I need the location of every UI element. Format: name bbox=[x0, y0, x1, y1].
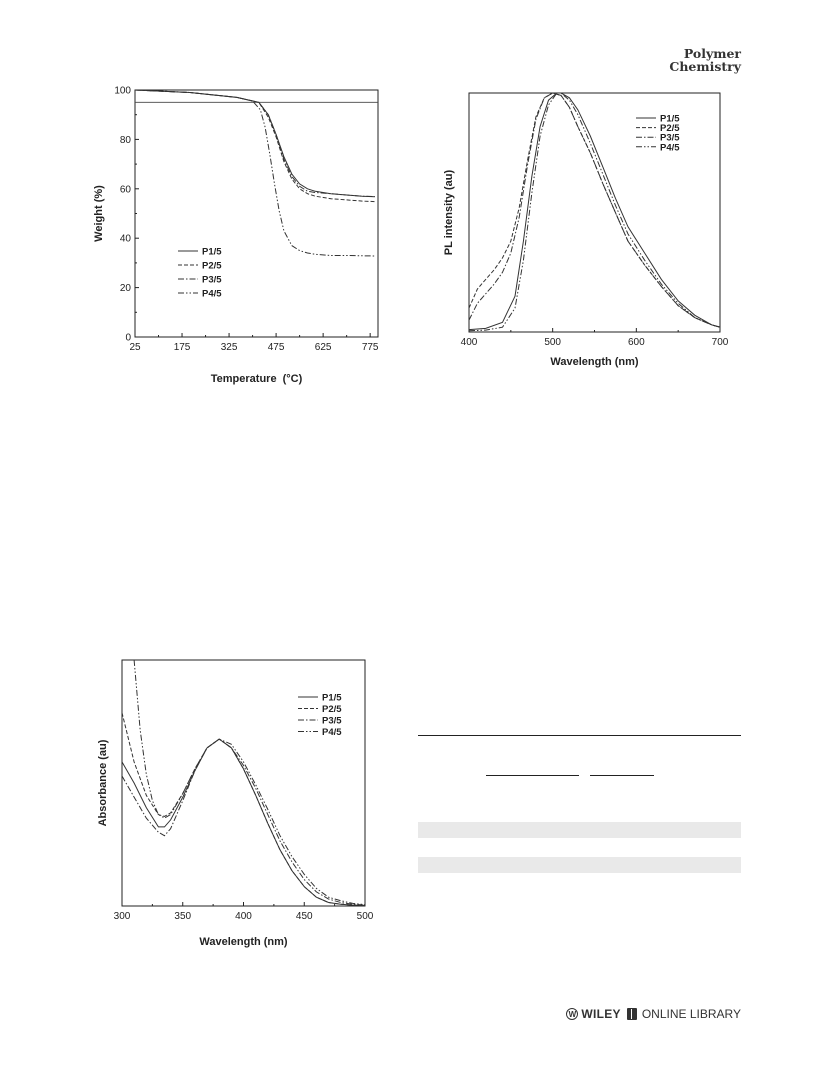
tga-x-tick-label: 175 bbox=[174, 342, 191, 353]
abs-series-line-1 bbox=[122, 738, 365, 906]
abs-x-tick-label: 300 bbox=[114, 911, 131, 922]
tga-y-tick-label: 20 bbox=[120, 283, 132, 294]
pl-x-tick-label: 600 bbox=[628, 337, 645, 348]
tga-legend-label: P4/5 bbox=[202, 289, 222, 300]
pl-series-line-2 bbox=[469, 93, 720, 328]
abs-legend-label: P1/5 bbox=[322, 693, 342, 704]
tga-series-line-4 bbox=[135, 90, 375, 257]
tga-y-axis-title: Weight (%) bbox=[93, 185, 105, 242]
table-fragment bbox=[418, 735, 741, 875]
abs-y-axis-title: Absorbance (au) bbox=[97, 739, 109, 826]
tga-y-tick-label: 80 bbox=[120, 135, 132, 146]
pl-series-line-4 bbox=[469, 93, 720, 332]
abs-legend-label: P4/5 bbox=[322, 727, 342, 738]
pl-legend-label: P4/5 bbox=[660, 142, 680, 153]
abs-series-line-2 bbox=[122, 712, 365, 906]
pl-plot-frame bbox=[468, 92, 721, 333]
pl-x-tick-label: 700 bbox=[712, 337, 729, 348]
tga-x-tick-label: 625 bbox=[315, 342, 332, 353]
pl-svg: 400 500 600 700 P1/5P2/5P3/5P4/5 Wavelength (… bbox=[443, 92, 729, 368]
pl-legend-label: P1/5 bbox=[660, 114, 680, 125]
tga-series-line-3 bbox=[135, 90, 375, 197]
abs-x-tick-label: 450 bbox=[296, 911, 313, 922]
pl-legend-label: P3/5 bbox=[660, 133, 680, 144]
tga-y-tick-label: 60 bbox=[120, 184, 132, 195]
tga-plot-frame bbox=[134, 89, 379, 338]
tga-legend-label: P2/5 bbox=[202, 261, 222, 272]
tga-chart: 25 175 325 475 625 775 0 20 40 60 80 100 P1/5 P2/5 P3/… bbox=[90, 86, 390, 386]
table-column-group-rule-2 bbox=[590, 775, 654, 776]
abs-series-line-4 bbox=[133, 660, 365, 906]
tga-x-axis-title: Temperature (°C) bbox=[211, 373, 303, 385]
abs-x-tick-label: 350 bbox=[174, 911, 191, 922]
pl-x-tick-label: 500 bbox=[544, 337, 561, 348]
abs-svg: 300 350 400 450 500 P1/5P2/5P3/5P4/5 Wavelengt… bbox=[97, 659, 374, 948]
abs-x-tick-label: 500 bbox=[357, 911, 374, 922]
abs-legend-label: P2/5 bbox=[322, 704, 342, 715]
abs-legend-label: P3/5 bbox=[322, 716, 342, 727]
pl-series-line-1 bbox=[469, 93, 720, 331]
table-shaded-row-1 bbox=[418, 822, 741, 838]
pl-x-tick-label: 400 bbox=[461, 337, 478, 348]
tga-x-tick-label: 775 bbox=[362, 342, 379, 353]
tga-x-tick-label: 475 bbox=[268, 342, 285, 353]
tga-series-line-2 bbox=[135, 90, 375, 203]
abs-x-axis-title: Wavelength (nm) bbox=[199, 936, 288, 948]
tga-x-axis-unit: (°C) bbox=[283, 373, 303, 385]
table-column-group-rule-1 bbox=[486, 775, 579, 776]
journal-name: Polymer Chemistry bbox=[669, 47, 741, 73]
tga-x-tick-label: 25 bbox=[129, 342, 141, 353]
abs-series-line-3 bbox=[122, 738, 365, 906]
absorbance-chart: 300 350 400 450 500 P1/5 P2/5 P3/5 P4/5 Wavelengt… bbox=[97, 659, 378, 948]
book-icon bbox=[626, 1008, 637, 1020]
tga-svg: 25 175 325 475 625 775 0 20 40 60 80 100 P1/5 P2/5 P3/… bbox=[93, 86, 379, 386]
publisher-name: WILEY bbox=[581, 1007, 621, 1021]
tga-legend-label: P1/5 bbox=[202, 247, 222, 258]
journal-name-line1: Polymer bbox=[683, 46, 741, 61]
tga-x-tick-label: 325 bbox=[221, 342, 238, 353]
table-top-rule bbox=[418, 735, 741, 736]
tga-y-tick-label: 100 bbox=[114, 86, 131, 97]
pl-x-axis-title: Wavelength (nm) bbox=[550, 356, 639, 368]
journal-name-line2: Chemistry bbox=[669, 59, 741, 74]
pl-spectrum-chart: 400 500 600 700 P1/5 P2/5 P3/5 P4/5 Wavelength (… bbox=[440, 88, 730, 368]
table-shaded-row-2 bbox=[418, 857, 741, 873]
wiley-online-library-logo: W WILEY ONLINE LIBRARY bbox=[566, 1007, 741, 1021]
pl-y-axis-title: PL intensity (au) bbox=[443, 169, 455, 255]
abs-x-tick-label: 400 bbox=[235, 911, 252, 922]
pl-legend-label: P2/5 bbox=[660, 123, 680, 134]
library-name: ONLINE LIBRARY bbox=[641, 1007, 741, 1021]
wiley-mark-icon: W bbox=[566, 1008, 579, 1020]
pl-series-line-3 bbox=[469, 93, 720, 328]
tga-y-tick-label: 0 bbox=[125, 333, 131, 344]
tga-legend-label: P3/5 bbox=[202, 275, 222, 286]
tga-series-line-1 bbox=[135, 90, 375, 198]
tga-y-tick-label: 40 bbox=[120, 234, 132, 245]
